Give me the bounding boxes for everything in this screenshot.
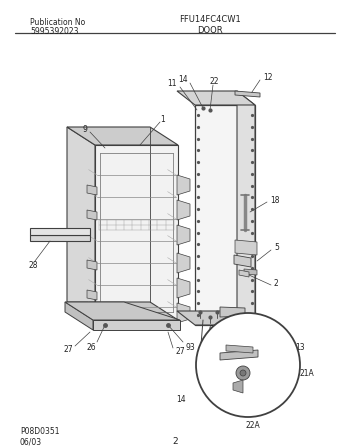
Polygon shape — [87, 290, 97, 300]
Polygon shape — [65, 302, 180, 320]
Text: 22: 22 — [209, 77, 219, 86]
Text: 9: 9 — [82, 125, 87, 134]
Text: 28: 28 — [28, 262, 38, 271]
Text: 1: 1 — [161, 115, 165, 124]
Polygon shape — [239, 270, 249, 277]
Polygon shape — [67, 127, 95, 320]
Text: 11: 11 — [168, 78, 177, 87]
Circle shape — [240, 370, 246, 376]
Polygon shape — [177, 311, 255, 325]
Polygon shape — [235, 91, 260, 97]
Polygon shape — [233, 380, 243, 393]
Text: FFU14FC4CW1: FFU14FC4CW1 — [179, 15, 241, 24]
Circle shape — [236, 366, 250, 380]
Text: 27: 27 — [63, 345, 73, 354]
Polygon shape — [177, 253, 190, 273]
Polygon shape — [235, 240, 257, 255]
Circle shape — [196, 313, 300, 417]
Text: 5995392023: 5995392023 — [30, 27, 78, 36]
Polygon shape — [93, 320, 180, 330]
Text: 22A: 22A — [246, 421, 260, 430]
Polygon shape — [87, 185, 97, 195]
Polygon shape — [87, 210, 97, 220]
Polygon shape — [177, 303, 190, 323]
Polygon shape — [226, 345, 253, 353]
Text: 18: 18 — [270, 195, 280, 204]
Text: 14: 14 — [178, 74, 188, 83]
Polygon shape — [30, 235, 90, 241]
Polygon shape — [177, 175, 190, 195]
Polygon shape — [195, 105, 255, 325]
Polygon shape — [220, 307, 245, 317]
Polygon shape — [220, 350, 258, 360]
Text: 32: 32 — [245, 323, 255, 332]
Polygon shape — [30, 228, 90, 235]
Text: 26: 26 — [86, 343, 96, 352]
Polygon shape — [67, 127, 178, 145]
Text: 64: 64 — [208, 326, 218, 335]
Polygon shape — [67, 302, 178, 320]
Text: 27: 27 — [175, 348, 185, 357]
Text: DOOR: DOOR — [197, 26, 223, 35]
Polygon shape — [237, 91, 255, 325]
Polygon shape — [95, 145, 178, 320]
Polygon shape — [177, 278, 190, 298]
Polygon shape — [234, 255, 251, 267]
Polygon shape — [65, 302, 93, 330]
Polygon shape — [177, 91, 255, 105]
Polygon shape — [177, 200, 190, 220]
Text: 2: 2 — [172, 438, 178, 447]
Polygon shape — [87, 260, 97, 270]
Text: Publication No: Publication No — [30, 18, 85, 27]
Text: P08D0351: P08D0351 — [20, 427, 60, 436]
Text: 13: 13 — [295, 343, 304, 352]
Text: 06/03: 06/03 — [20, 438, 42, 447]
Polygon shape — [244, 269, 257, 275]
Text: 12: 12 — [263, 73, 273, 82]
Text: 2: 2 — [274, 279, 279, 288]
Text: 93: 93 — [185, 343, 195, 352]
Text: 14: 14 — [176, 396, 186, 405]
Polygon shape — [177, 225, 190, 245]
Text: 5: 5 — [274, 242, 279, 251]
Text: 21A: 21A — [300, 369, 315, 378]
